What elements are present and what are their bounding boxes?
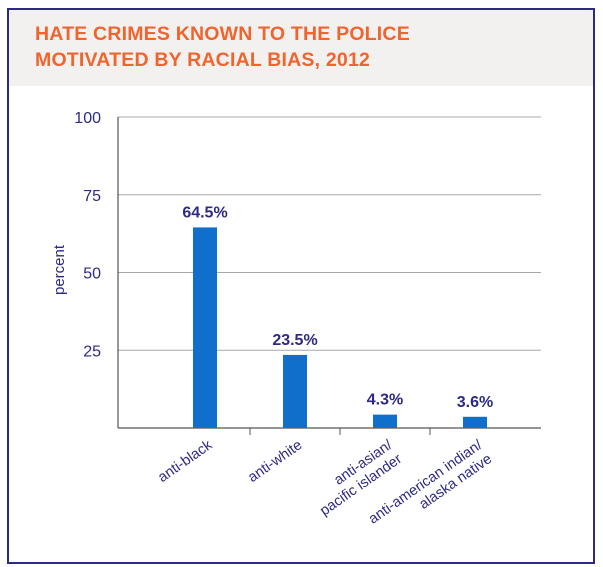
y-tick-label-100: 100 [74,110,101,127]
x-category-label-1: anti-black [155,437,216,486]
bar-4 [463,416,487,428]
gridlines [118,116,541,351]
chart-title: HATE CRIMES KNOWN TO THE POLICE MOTIVATE… [35,21,410,73]
y-tick-label-50: 50 [83,266,101,283]
chart-title-line-2: MOTIVATED BY RACIAL BIAS, 2012 [35,49,371,71]
chart-frame: HATE CRIMES KNOWN TO THE POLICE MOTIVATE… [7,8,595,564]
bar-2 [283,354,307,428]
bars [193,227,487,428]
bar-1 [193,227,217,428]
x-category-label-line: anti-white [245,437,305,486]
chart-title-line-1: HATE CRIMES KNOWN TO THE POLICE [35,23,410,45]
y-axis-title: percent [51,244,68,295]
bar-3 [373,414,397,428]
x-category-label-line: anti-black [155,437,216,486]
data-label-1: 64.5% [182,204,227,221]
y-tick-label-25: 25 [83,343,101,360]
data-label-3: 4.3% [367,392,403,409]
data-label-4: 3.6% [457,394,493,411]
data-label-2: 23.5% [272,332,317,349]
axes [117,117,541,435]
title-band [9,10,593,86]
y-tick-label-75: 75 [83,188,101,205]
x-category-label-2: anti-white [245,437,305,486]
